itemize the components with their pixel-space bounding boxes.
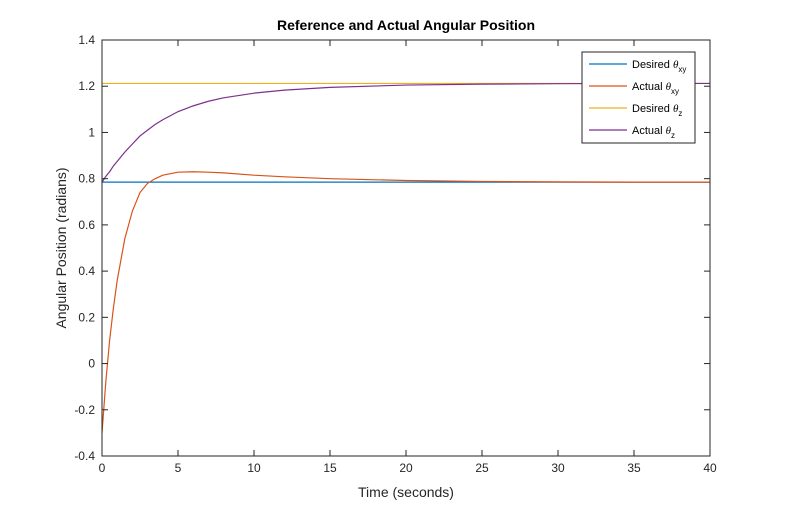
- legend-entry-label: Desired θz: [632, 103, 682, 118]
- y-axis: -0.4 -0.2 0 0.2 0.4 0.6 0.8 1 1.2 1.4: [74, 33, 710, 463]
- x-tick-label: 25: [475, 461, 489, 475]
- y-tick-label: -0.4: [74, 449, 95, 463]
- chart-title: Reference and Actual Angular Position: [277, 17, 535, 33]
- y-tick-label: 1.2: [78, 79, 95, 93]
- y-tick-label: 0.4: [78, 264, 95, 278]
- x-tick-label: 0: [99, 461, 106, 475]
- series-line-actual-xy: [101, 171, 710, 433]
- series-layer: [101, 82, 710, 433]
- y-tick-label: 0.8: [78, 172, 95, 186]
- y-tick-label: 1.4: [78, 33, 95, 47]
- y-tick-label: 0.6: [78, 218, 95, 232]
- legend-entry-label: Actual θz: [632, 125, 675, 140]
- y-tick-label: -0.2: [74, 403, 95, 417]
- y-tick-label: 0: [88, 357, 95, 371]
- x-tick-label: 40: [703, 461, 717, 475]
- x-tick-label: 10: [247, 461, 261, 475]
- legend: Desired θxy Actual θxy Desired θz Actual θz: [581, 51, 696, 144]
- x-tick-label: 20: [399, 461, 413, 475]
- legend-entry-label: Desired θxy: [632, 59, 686, 74]
- y-axis-label: Angular Position (radians): [53, 167, 69, 328]
- x-tick-label: 30: [551, 461, 565, 475]
- legend-box: [581, 51, 696, 144]
- x-axis: 0 5 10 15 20 25 30 35 40: [99, 40, 717, 475]
- y-tick-label: 0.2: [78, 310, 95, 324]
- legend-entry-label: Actual θxy: [632, 81, 679, 96]
- x-axis-label: Time (seconds): [358, 484, 454, 500]
- x-tick-label: 5: [175, 461, 182, 475]
- series-line-actual-z: [101, 82, 710, 183]
- x-tick-label: 35: [627, 461, 641, 475]
- y-tick-label: 1: [88, 125, 95, 139]
- x-tick-label: 15: [323, 461, 337, 475]
